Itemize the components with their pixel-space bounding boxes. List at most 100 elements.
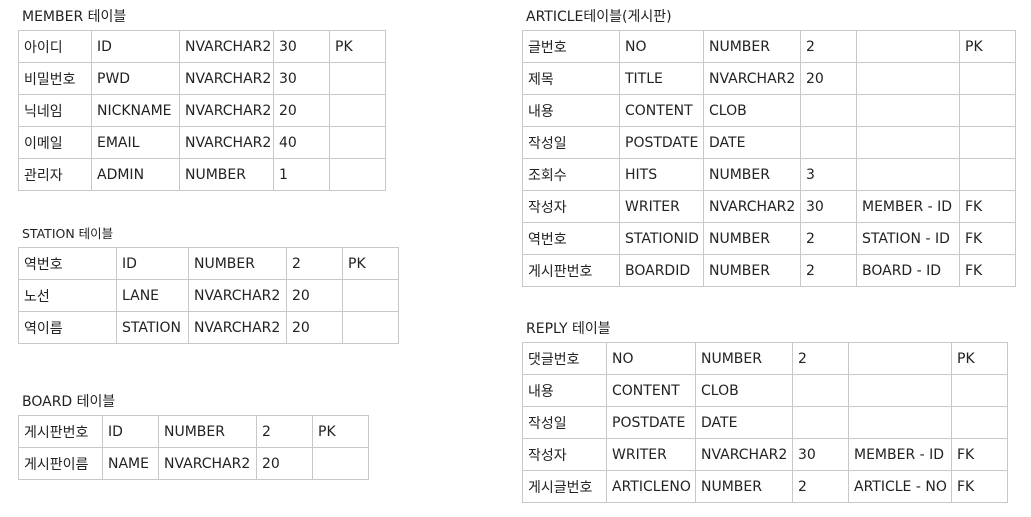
board-table-block: BOARD 테이블 게시판번호 ID NUMBER 2 PK 게시판이름 NAME NVARC… — [18, 393, 369, 480]
table-cell: 2 — [792, 470, 849, 503]
table-row: 역번호 STATIONID NUMBER 2 STATION - ID FK — [522, 222, 1016, 255]
table-cell: 역번호 — [522, 222, 620, 255]
table-cell: POSTDATE — [619, 126, 704, 159]
table-cell — [312, 447, 369, 480]
table-cell: BOARD - ID — [856, 254, 960, 287]
table-cell: FK — [951, 470, 1008, 503]
table-row: 내용 CONTENT CLOB — [522, 374, 1008, 407]
table-cell: FK — [959, 254, 1016, 287]
table-cell — [792, 374, 849, 407]
table-cell: WRITER — [619, 190, 704, 223]
table-cell — [342, 279, 399, 312]
table-cell — [959, 158, 1016, 191]
table-cell: 게시판번호 — [522, 254, 620, 287]
table-cell: FK — [959, 190, 1016, 223]
table-cell — [342, 311, 399, 344]
table-cell: NVARCHAR2 — [188, 279, 287, 312]
table-cell: NUMBER — [188, 247, 287, 280]
table-cell — [856, 62, 960, 95]
table-row: 게시판이름 NAME NVARCHAR2 20 — [18, 447, 369, 480]
table-cell: NVARCHAR2 — [703, 62, 801, 95]
table-cell: 작성일 — [522, 406, 607, 439]
table-cell — [800, 94, 857, 127]
table-cell — [848, 406, 952, 439]
board-table: 게시판번호 ID NUMBER 2 PK 게시판이름 NAME NVARCHAR2 20 — [18, 415, 369, 480]
table-cell: 20 — [800, 62, 857, 95]
table-cell: 작성자 — [522, 438, 607, 471]
table-cell: CLOB — [703, 94, 801, 127]
reply-table-block: REPLY 테이블 댓글번호 NO NUMBER 2 PK 내용 CONTENT CLOB 작성… — [522, 320, 1008, 503]
table-cell: 관리자 — [18, 158, 92, 191]
table-cell: 20 — [286, 311, 343, 344]
table-cell: 2 — [286, 247, 343, 280]
table-cell: STATIONID — [619, 222, 704, 255]
table-cell: DATE — [703, 126, 801, 159]
table-cell — [800, 126, 857, 159]
table-cell: 2 — [256, 415, 313, 448]
table-cell: 게시판번호 — [18, 415, 103, 448]
table-row: 관리자 ADMIN NUMBER 1 — [18, 158, 386, 191]
table-row: 조회수 HITS NUMBER 3 — [522, 158, 1016, 191]
table-cell: NUMBER — [695, 470, 793, 503]
table-cell: NVARCHAR2 — [188, 311, 287, 344]
table-cell: ADMIN — [91, 158, 180, 191]
member-table: 아이디 ID NVARCHAR2 30 PK 비밀번호 PWD NVARCHAR2 30 닉네임 N… — [18, 30, 386, 191]
table-cell: NO — [606, 342, 696, 375]
table-cell: STATION - ID — [856, 222, 960, 255]
table-cell — [856, 94, 960, 127]
member-table-block: MEMBER 테이블 아이디 ID NVARCHAR2 30 PK 비밀번호 PWD NVAR… — [18, 8, 386, 191]
table-cell: 제목 — [522, 62, 620, 95]
table-cell: 노선 — [18, 279, 117, 312]
table-cell: 게시판이름 — [18, 447, 103, 480]
table-cell — [951, 374, 1008, 407]
table-row: 제목 TITLE NVARCHAR2 20 — [522, 62, 1016, 95]
table-cell — [329, 62, 386, 95]
table-cell: NVARCHAR2 — [703, 190, 801, 223]
table-cell — [848, 374, 952, 407]
table-cell: CONTENT — [606, 374, 696, 407]
table-cell: 30 — [273, 30, 330, 63]
table-cell: 이메일 — [18, 126, 92, 159]
table-cell — [856, 30, 960, 63]
table-cell: NVARCHAR2 — [695, 438, 793, 471]
board-table-title: BOARD 테이블 — [22, 394, 116, 410]
reply-table-title: REPLY 테이블 — [526, 321, 611, 337]
table-cell: 40 — [273, 126, 330, 159]
table-cell: MEMBER - ID — [856, 190, 960, 223]
table-cell: 아이디 — [18, 30, 92, 63]
table-cell: LANE — [116, 279, 189, 312]
table-cell: 역이름 — [18, 311, 117, 344]
table-cell — [856, 158, 960, 191]
table-cell: 작성일 — [522, 126, 620, 159]
table-row: 내용 CONTENT CLOB — [522, 94, 1016, 127]
table-cell — [329, 158, 386, 191]
table-row: 글번호 NO NUMBER 2 PK — [522, 30, 1016, 63]
table-cell: NUMBER — [703, 222, 801, 255]
table-cell: 2 — [800, 222, 857, 255]
table-cell: 작성자 — [522, 190, 620, 223]
table-cell: HITS — [619, 158, 704, 191]
station-table-block: STATION 테이블 역번호 ID NUMBER 2 PK 노선 LANE NVARCHAR… — [18, 225, 399, 344]
table-row: 노선 LANE NVARCHAR2 20 — [18, 279, 399, 312]
table-cell: NVARCHAR2 — [179, 62, 274, 95]
table-row: 비밀번호 PWD NVARCHAR2 30 — [18, 62, 386, 95]
table-cell: PK — [959, 30, 1016, 63]
table-cell: NUMBER — [703, 158, 801, 191]
article-table-title: ARTICLE테이블(게시판) — [526, 9, 672, 25]
table-row: 닉네임 NICKNAME NVARCHAR2 20 — [18, 94, 386, 127]
table-cell: FK — [951, 438, 1008, 471]
table-cell: NO — [619, 30, 704, 63]
table-cell: NUMBER — [158, 415, 257, 448]
table-cell: ID — [102, 415, 159, 448]
table-cell: 글번호 — [522, 30, 620, 63]
table-cell: 20 — [273, 94, 330, 127]
table-cell: CONTENT — [619, 94, 704, 127]
table-cell: 조회수 — [522, 158, 620, 191]
table-row: 작성자 WRITER NVARCHAR2 30 MEMBER - ID FK — [522, 438, 1008, 471]
table-cell: 내용 — [522, 374, 607, 407]
table-cell: PWD — [91, 62, 180, 95]
table-cell — [848, 342, 952, 375]
table-row: 작성일 POSTDATE DATE — [522, 126, 1016, 159]
table-cell: WRITER — [606, 438, 696, 471]
table-cell: 1 — [273, 158, 330, 191]
